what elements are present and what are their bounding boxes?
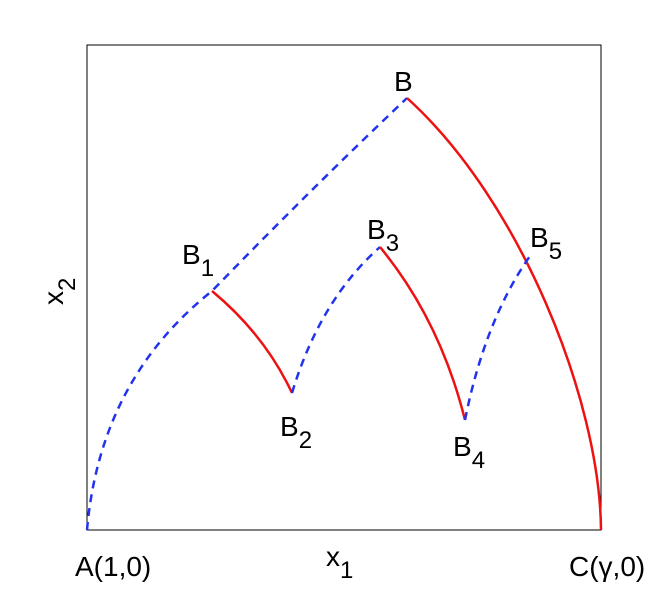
label-subscript: 4 <box>472 447 485 474</box>
solid-curve <box>379 246 467 421</box>
dashed-curve <box>85 97 408 531</box>
point-label: B5 <box>530 222 562 265</box>
point-label: B1 <box>182 239 214 282</box>
axis-label: x1 <box>326 541 353 584</box>
point-label: B2 <box>280 411 312 454</box>
label-base: B <box>182 239 201 270</box>
label-base: B <box>530 222 549 253</box>
point-label: B4 <box>453 431 485 474</box>
label-base: x <box>326 541 340 572</box>
dashed-curve <box>290 246 381 394</box>
label-subscript: 2 <box>299 427 312 454</box>
solid-curve <box>211 290 294 394</box>
label-subscript: 5 <box>549 238 562 265</box>
label-base: B <box>280 411 299 442</box>
label-subscript: 1 <box>340 557 353 584</box>
label-base: x <box>38 291 69 305</box>
label-subscript: 2 <box>54 278 81 291</box>
corner-label: C(γ,0) <box>569 551 645 582</box>
dashed-curve <box>463 255 532 421</box>
frame <box>86 44 602 531</box>
corner-label: A(1,0) <box>75 551 151 582</box>
label-base: B <box>453 431 472 462</box>
label-base: B <box>367 214 386 245</box>
point-label: B <box>394 66 413 97</box>
label-subscript: 1 <box>201 255 214 282</box>
label-subscript: 3 <box>386 230 399 257</box>
point-label: B3 <box>367 214 399 257</box>
solid-curve <box>406 97 603 531</box>
axis-label: x2 <box>38 278 81 305</box>
